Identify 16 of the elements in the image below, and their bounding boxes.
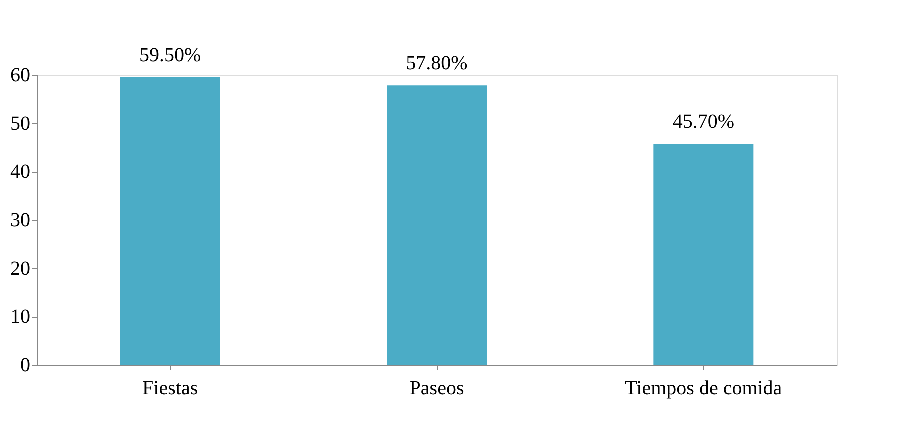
data-label: 45.70%: [672, 111, 735, 134]
x-tick-label: Tiempos de comida: [625, 378, 782, 400]
y-tick-label: 0: [20, 354, 30, 376]
x-tick-label: Fiestas: [142, 378, 198, 400]
data-label: 59.50%: [139, 44, 202, 66]
bar: [654, 144, 754, 365]
y-tick-label: 40: [10, 161, 30, 184]
y-tick-label: 60: [10, 64, 30, 86]
x-tick-label: Paseos: [410, 378, 464, 400]
bar: [387, 86, 487, 365]
y-tick-label: 50: [10, 112, 30, 135]
data-label: 57.80%: [406, 52, 468, 75]
y-tick-label: 10: [10, 306, 30, 328]
bar: [120, 77, 220, 365]
y-tick-label: 20: [10, 258, 30, 280]
y-tick-label: 30: [10, 210, 30, 232]
